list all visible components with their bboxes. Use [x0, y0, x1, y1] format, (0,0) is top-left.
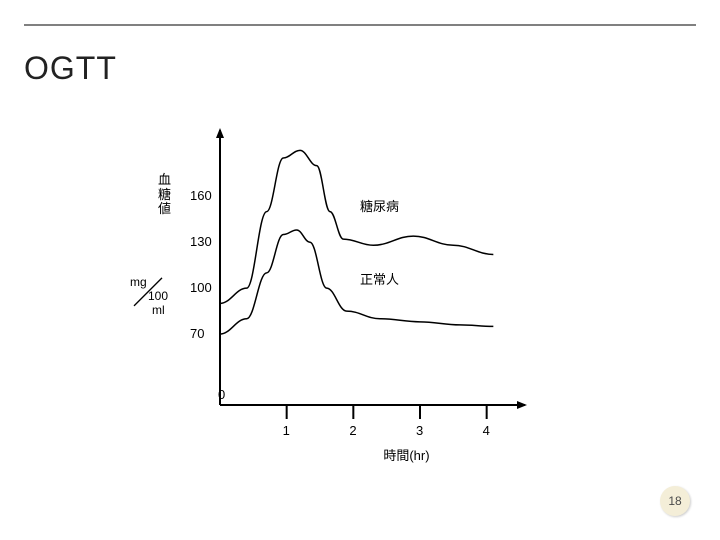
page-title: OGTT — [24, 50, 117, 87]
series-label-正常人: 正常人 — [360, 269, 399, 288]
x-tick-2: 2 — [349, 423, 356, 438]
series-label-糖尿病: 糖尿病 — [360, 196, 399, 215]
top-divider — [24, 24, 696, 26]
ogtt-chart: 血糖値16013010070mg100ml01234時間(hr)糖尿病正常人 — [130, 135, 550, 465]
x-tick-4: 4 — [483, 423, 490, 438]
zero-label: 0 — [218, 387, 225, 402]
x-axis-label: 時間(hr) — [383, 445, 429, 464]
x-tick-1: 1 — [283, 423, 290, 438]
x-tick-3: 3 — [416, 423, 423, 438]
unit-slash — [130, 135, 550, 465]
page-number-badge: 18 — [660, 486, 690, 516]
